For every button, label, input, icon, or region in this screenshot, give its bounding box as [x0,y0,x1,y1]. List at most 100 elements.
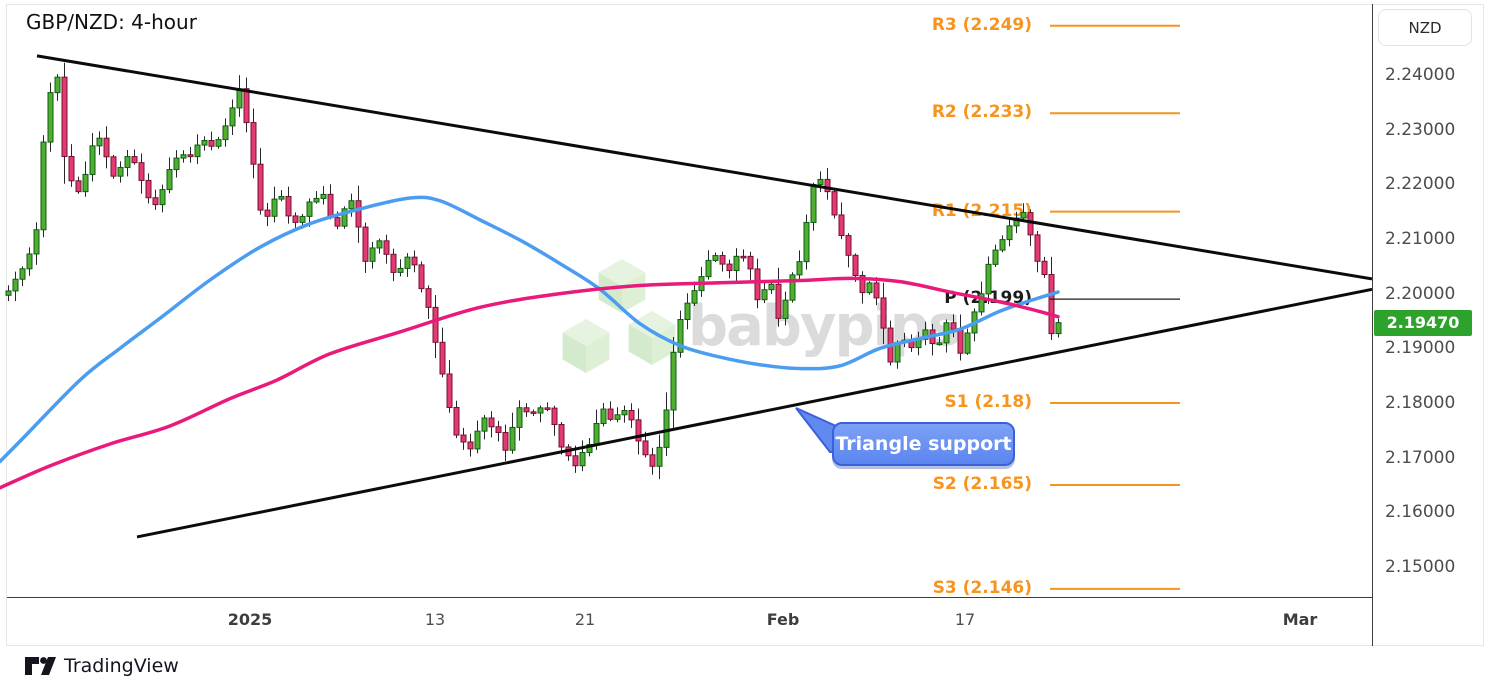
candle-up [166,169,173,191]
candle-down [642,440,649,456]
candle-down [845,235,852,256]
candle-down [551,407,558,426]
candle-up [789,274,796,301]
candle-down [453,406,460,436]
x-axis-tick-21: 21 [574,610,596,629]
candle-down [145,179,152,199]
candle-down [747,255,754,270]
candle-up [481,417,488,432]
candle-up [761,289,768,301]
candle-down [103,137,110,158]
candle-up [509,426,516,451]
price-pane-bottom-border [7,597,1372,598]
candle-down [285,196,292,217]
candle-down [292,215,299,223]
candle-up [82,173,89,193]
candle-down [327,193,334,219]
y-axis-tick: 2.21000 [1385,229,1456,249]
candle-up [663,409,670,448]
ma-pink[interactable] [0,276,1060,490]
babypips-logo-icon [562,259,676,373]
candle-down [754,268,761,301]
candle-down [1048,274,1055,335]
candle-up [306,201,313,217]
candle-up [810,183,817,223]
candle-up [376,240,383,249]
watermark-cube-face [598,259,646,286]
candle-up [320,193,327,199]
candle-down [446,373,453,408]
candle-up [866,282,873,294]
ma-blue[interactable] [0,195,1060,464]
currency-button-label: NZD [1408,18,1442,37]
triangle-support-callout[interactable]: Triangle support [832,422,1015,466]
candle-up [537,407,544,414]
candle-up [999,239,1006,251]
candle-up [964,332,971,354]
y-axis-tick: 2.16000 [1385,502,1456,523]
x-axis-tick-13: 13 [424,610,446,629]
candle-down [495,426,502,434]
price-axis-separator[interactable] [1372,4,1373,646]
triangle-support[interactable] [136,287,1372,539]
y-axis-tick: 2.22000 [1385,174,1456,195]
candle-down [740,255,747,259]
candle-up [201,140,208,146]
candle-down [502,432,509,451]
candle-down [859,275,866,294]
candle-up [180,154,187,159]
candle-up [733,255,740,272]
candle-up [215,139,222,147]
watermark-cube-face [562,319,610,346]
widget-border [6,4,1484,646]
candle-down [390,253,397,273]
chart-canvas[interactable] [0,0,1372,598]
currency-button[interactable]: NZD [1378,9,1472,46]
candle-up [173,157,180,171]
candle-up [712,255,719,261]
candle-up [684,302,691,321]
candle-down [649,454,656,467]
candle-up [96,137,103,147]
x-axis-tick-mar: Mar [1282,610,1318,629]
y-axis-tick: 2.15000 [1385,557,1456,577]
tradingview-brand[interactable]: TradingView [24,655,179,677]
candle-up [236,88,243,109]
candle-up [817,178,824,185]
candle-down [719,255,726,265]
candle-up [796,261,803,276]
pivot-label-s1: S1 (2.18) [944,392,1032,412]
candle-down [110,156,117,177]
candle-down [355,200,362,228]
pivot-label-s3: S3 (2.146) [932,577,1032,598]
candle-down [334,217,341,227]
candle-down [523,407,530,413]
candle-up [691,290,698,304]
candle-up [278,196,285,200]
candle-down [411,256,418,266]
candle-down [488,417,495,428]
y-axis-tick: 2.23000 [1385,119,1456,140]
candle-down [880,297,887,329]
candle-down [439,341,446,375]
candle-up [978,293,985,313]
candle-up [397,267,404,273]
candle-up [159,189,166,206]
candle-down [1041,260,1048,276]
candle-up [768,283,775,291]
candle-up [229,107,236,127]
candle-down [68,155,75,182]
candle-down [208,140,215,147]
candle-down [250,122,257,165]
candle-up [782,299,789,319]
triangle-resistance[interactable] [36,54,1372,281]
candle-down [460,434,467,443]
candle-down [75,180,82,193]
x-axis-tick-2025: 2025 [227,610,273,629]
candle-down [530,411,537,414]
candle-up [54,76,61,94]
watermark-text: babypips [688,294,961,359]
candle-down [558,424,565,448]
candle-down [264,209,271,217]
candle-down [726,263,733,272]
